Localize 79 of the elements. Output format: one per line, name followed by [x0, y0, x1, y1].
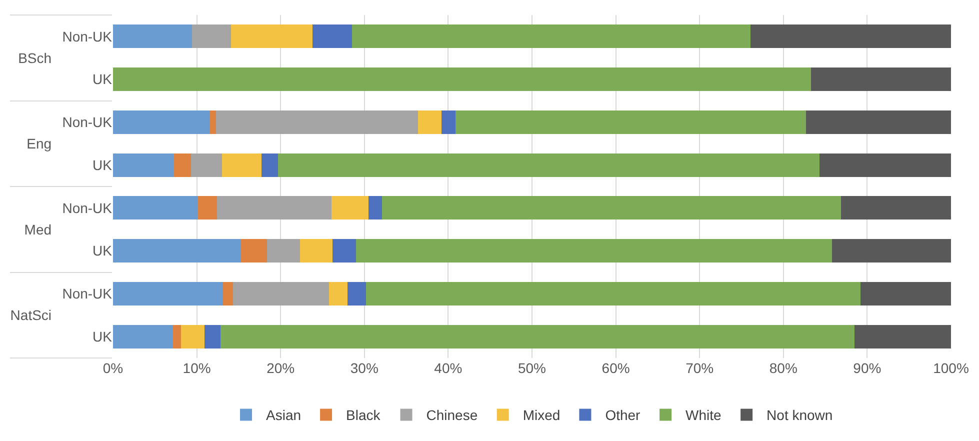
y-tick-label: Non-UK	[62, 114, 113, 130]
bar	[222, 153, 262, 177]
bar	[819, 153, 951, 177]
bar	[113, 68, 812, 92]
x-tick-label: 40%	[434, 360, 462, 376]
x-tick-label: 20%	[266, 360, 295, 376]
legend-label: White	[686, 407, 722, 424]
legend-label: Other	[605, 407, 641, 424]
bar	[261, 153, 278, 177]
y-tick-label: UK	[92, 328, 113, 344]
y-tick-label: Non-UK	[62, 200, 113, 216]
bar	[220, 324, 855, 348]
x-tick-label: 0%	[102, 360, 124, 376]
bar	[456, 110, 806, 134]
bar	[806, 110, 951, 134]
bar	[209, 110, 216, 134]
legend-label: Mixed	[522, 407, 560, 424]
bar	[198, 196, 217, 220]
y-tick-label: Non-UK	[62, 286, 113, 302]
legend-label: Not known	[766, 407, 833, 424]
y-tick-label: Non-UK	[62, 28, 113, 44]
bar	[329, 282, 348, 306]
bar	[113, 282, 223, 306]
y-tick-label: UK	[92, 71, 113, 88]
bar	[267, 239, 300, 263]
bar	[113, 239, 242, 263]
y-tick-label: UK	[92, 156, 113, 173]
text: NatSci	[10, 307, 52, 324]
legend-label: Black	[346, 407, 382, 424]
x-tick-label: 10%	[182, 360, 211, 376]
bar	[241, 239, 268, 263]
text: Eng	[26, 136, 52, 152]
x-tick-label: 80%	[769, 360, 798, 376]
bar	[854, 324, 951, 348]
bar	[113, 196, 198, 220]
bar	[332, 239, 356, 263]
bar	[811, 68, 951, 92]
bar	[300, 239, 333, 263]
x-tick-label: 100%	[933, 360, 969, 376]
bar	[192, 24, 232, 48]
bar	[332, 196, 369, 220]
bar	[113, 110, 210, 134]
bar	[278, 153, 820, 177]
bar	[216, 196, 332, 220]
bar	[368, 196, 382, 220]
x-tick-label: 50%	[518, 360, 546, 376]
bar	[222, 282, 233, 306]
x-tick-label: 30%	[350, 360, 378, 376]
bar	[382, 196, 842, 220]
bar	[841, 196, 951, 220]
bar	[190, 153, 222, 177]
bar	[172, 324, 181, 348]
x-tick-label: 90%	[853, 360, 882, 376]
bar	[216, 110, 418, 134]
bar	[356, 239, 832, 263]
bar	[232, 282, 330, 306]
bar	[204, 324, 220, 348]
x-tick-label: 60%	[602, 360, 630, 376]
bar	[113, 324, 172, 348]
bar	[366, 282, 860, 306]
y-tick-label: UK	[92, 242, 113, 259]
x-tick-label: 70%	[686, 360, 714, 376]
bar	[442, 110, 456, 134]
bar	[180, 324, 204, 348]
bar	[231, 24, 312, 48]
legend-label: Asian	[266, 407, 302, 424]
bar	[832, 239, 951, 263]
bar	[113, 24, 192, 48]
legend-label: Chinese	[426, 407, 478, 424]
bar	[750, 24, 951, 48]
bar	[113, 153, 174, 177]
bar	[352, 24, 751, 48]
bar	[312, 24, 352, 48]
text: BSch	[18, 50, 52, 66]
bar	[418, 110, 442, 134]
bar	[348, 282, 366, 306]
bar	[860, 282, 951, 306]
bar	[173, 153, 191, 177]
text: Med	[24, 221, 52, 238]
